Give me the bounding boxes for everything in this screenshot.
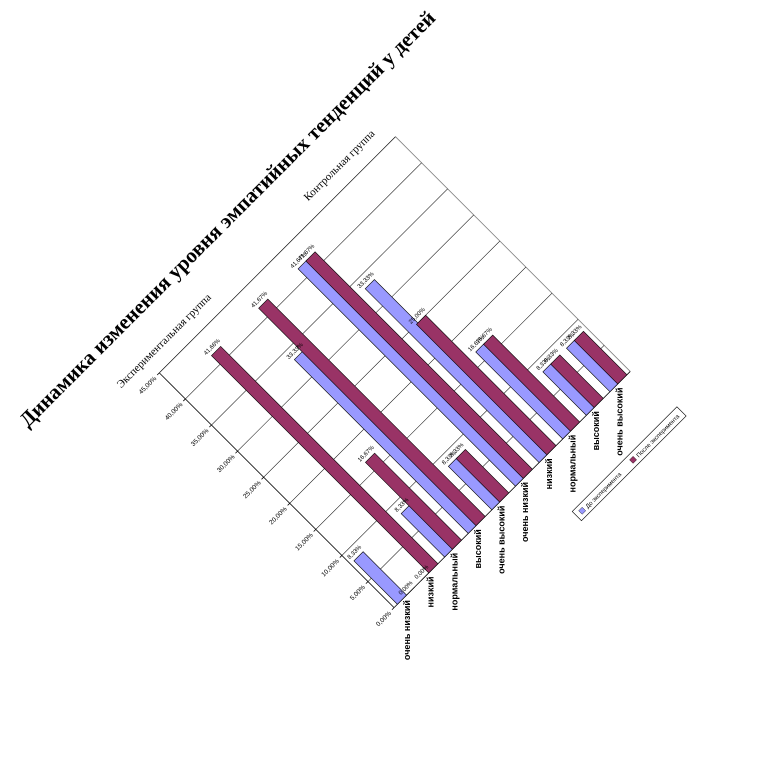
- y-tick-label: 15,00%: [294, 532, 315, 553]
- y-tick: [339, 555, 343, 558]
- bar: [483, 334, 581, 432]
- bar: [404, 586, 415, 597]
- bar: [416, 314, 557, 456]
- bar: [258, 298, 486, 527]
- y-tick: [365, 581, 369, 584]
- legend-entry: После эксперимента: [636, 413, 682, 459]
- y-axis-line: [159, 372, 395, 608]
- y-tick: [182, 398, 186, 402]
- y-tick-label: 45,00%: [138, 375, 159, 396]
- bar-value-label: 0,00%: [398, 580, 415, 597]
- category-label: очень низкий: [402, 600, 412, 660]
- legend-entry: До эксперимента: [585, 471, 624, 510]
- y-tick-label: 20,00%: [268, 506, 289, 527]
- category-label: высокий: [473, 529, 483, 568]
- legend-swatch: [578, 506, 586, 515]
- category-label: очень высокий: [497, 506, 507, 574]
- bar: [455, 448, 510, 503]
- gridline: [159, 136, 396, 374]
- y-tick: [391, 607, 395, 611]
- y-tick: [261, 476, 264, 480]
- y-tick-label: 30,00%: [216, 453, 237, 474]
- category-label: высокий: [591, 411, 601, 450]
- y-tick-label: 35,00%: [190, 427, 211, 448]
- y-tick-label: 0,00%: [375, 610, 393, 628]
- y-tick: [235, 450, 238, 454]
- category-label: очень низкий: [520, 482, 530, 542]
- legend-box: [571, 406, 687, 522]
- y-tick-label: 5,00%: [349, 584, 367, 602]
- bar: [211, 345, 439, 574]
- y-tick: [156, 372, 160, 376]
- category-label: нормальный: [567, 435, 577, 493]
- category-label: очень высокий: [615, 387, 625, 455]
- y-tick: [313, 529, 317, 532]
- category-label: нормальный: [449, 553, 459, 611]
- legend-swatch: [629, 456, 637, 464]
- bar: [353, 551, 408, 605]
- plot-right-border: [395, 136, 631, 372]
- bar: [305, 251, 533, 479]
- y-tick: [209, 424, 212, 428]
- y-tick: [287, 502, 291, 506]
- bar: [365, 452, 463, 550]
- category-label: низкий: [426, 576, 436, 607]
- bar: [293, 349, 478, 534]
- y-tick-label: 40,00%: [164, 401, 185, 422]
- y-tick-label: 25,00%: [242, 480, 263, 501]
- bar: [550, 354, 604, 409]
- bar: [573, 330, 628, 385]
- y-tick-label: 10,00%: [320, 558, 341, 579]
- legend: До эксперимента После эксперимента: [571, 406, 687, 522]
- category-label: низкий: [544, 458, 554, 489]
